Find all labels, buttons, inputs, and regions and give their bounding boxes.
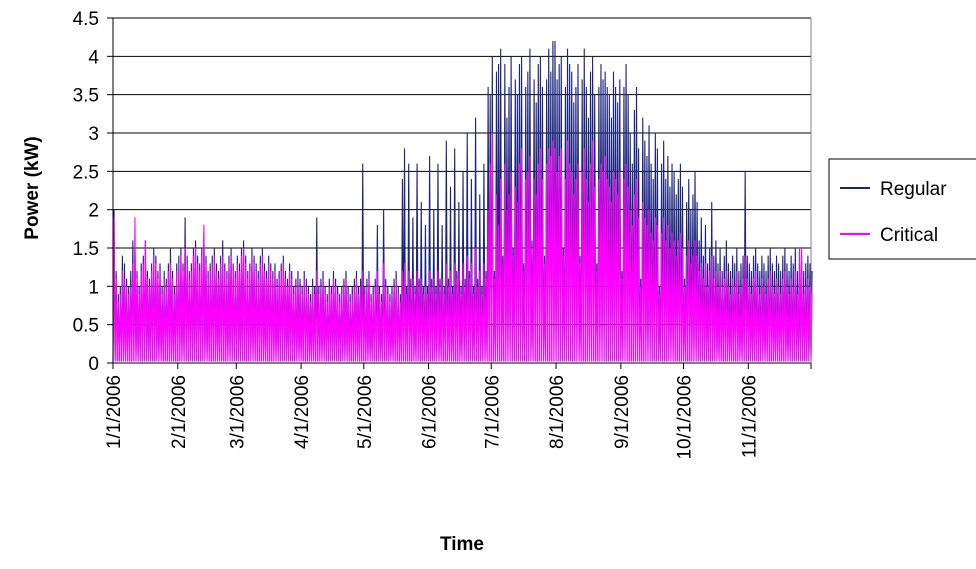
legend-label-critical: Critical bbox=[880, 225, 938, 246]
y-tick-label: 2.5 bbox=[73, 162, 99, 183]
y-tick-label: 0 bbox=[88, 354, 99, 375]
x-tick-label: 8/1/2006 bbox=[547, 375, 568, 449]
x-axis-title: Time bbox=[440, 534, 484, 555]
x-tick-label: 1/1/2006 bbox=[104, 375, 125, 449]
series-line bbox=[112, 132, 813, 362]
y-tick-label: 4.5 bbox=[73, 9, 99, 30]
y-tick-label: 1 bbox=[88, 277, 99, 298]
x-tick-label: 10/1/2006 bbox=[675, 375, 696, 460]
y-tick-label: 1.5 bbox=[73, 239, 99, 260]
x-tick-label: 4/1/2006 bbox=[292, 375, 313, 449]
x-tick-label: 3/1/2006 bbox=[227, 375, 248, 449]
y-tick-label: 3 bbox=[88, 124, 99, 145]
y-axis-title: Power (kW) bbox=[22, 136, 43, 239]
y-tick-label: 2 bbox=[88, 201, 99, 222]
y-tick-label: 3.5 bbox=[73, 86, 99, 107]
series-critical bbox=[112, 132, 813, 362]
legend: Regular Critical bbox=[828, 158, 976, 260]
legend-label-regular: Regular bbox=[880, 179, 947, 200]
y-tick-labels: 0 0.5 1 1.5 2 2.5 3 3.5 4 4.5 bbox=[73, 9, 113, 375]
x-tick-label: 2/1/2006 bbox=[169, 375, 190, 449]
x-tick-label: 6/1/2006 bbox=[420, 375, 441, 449]
y-tick-label: 0.5 bbox=[73, 316, 99, 337]
axes bbox=[112, 18, 812, 364]
x-tick-label: 7/1/2006 bbox=[482, 375, 503, 449]
x-tick-label: 11/1/2006 bbox=[739, 375, 760, 458]
legend-box bbox=[828, 158, 976, 260]
x-tick-labels: 1/1/2006 2/1/2006 3/1/2006 4/1/2006 5/1/2006… bbox=[104, 363, 812, 460]
y-tick-label: 4 bbox=[88, 47, 99, 68]
x-tick-label: 9/1/2006 bbox=[612, 375, 633, 449]
x-tick-label: 5/1/2006 bbox=[355, 375, 376, 449]
